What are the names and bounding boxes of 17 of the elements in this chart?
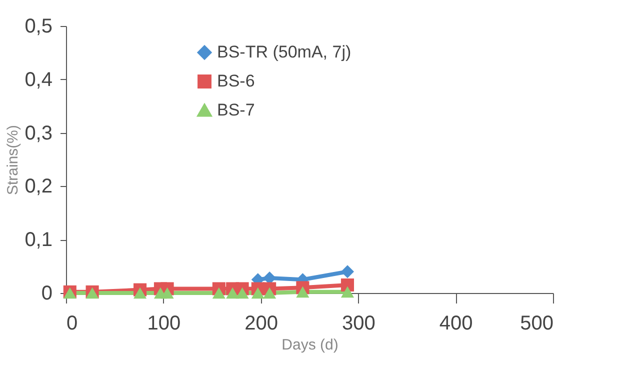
- legend-label: BS-TR (50mA, 7j): [217, 42, 352, 62]
- x-tick-label: 500: [520, 312, 554, 334]
- x-axis-title: Days (d): [282, 336, 338, 354]
- y-tick-label: 0: [41, 282, 52, 304]
- y-tick-label: 0,1: [24, 229, 52, 252]
- x-tick-label: 100: [147, 312, 181, 334]
- x-tick-label: 400: [439, 312, 473, 334]
- y-tick-label: 0,3: [24, 122, 52, 144]
- y-axis-title: Strains(%): [4, 124, 22, 196]
- y-tick-label: 0,2: [24, 176, 52, 198]
- y-tick-label: 0,5: [24, 16, 52, 38]
- x-tick-label: 0: [66, 312, 78, 334]
- y-tick-label: 0,4: [24, 68, 52, 91]
- x-tick-label: 200: [244, 312, 278, 334]
- legend-label: BS-7: [217, 100, 255, 120]
- legend-label: BS-6: [217, 72, 255, 90]
- x-tick-label: 300: [342, 312, 376, 334]
